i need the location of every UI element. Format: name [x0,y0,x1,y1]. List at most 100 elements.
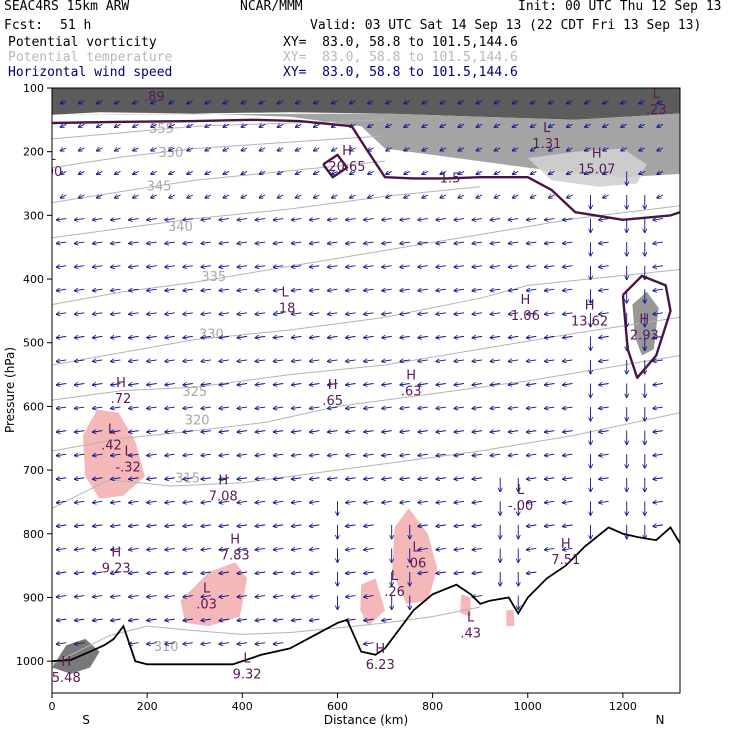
wind-arrow-261 [237,643,248,645]
wind-arrow-485 [418,454,428,456]
wind-arrow-431 [382,242,392,244]
wind-arrow-176 [183,336,193,338]
wind-arrow-80 [111,313,121,315]
wind-arrow-312 [295,148,302,151]
extremum-value-3: .23 [646,103,667,118]
wind-arrow-279 [255,501,266,503]
wind-arrow-422 [364,596,374,598]
wind-arrow-216 [223,148,230,151]
wind-arrow-332 [291,619,302,621]
wind-arrow-290 [277,195,284,198]
wind-arrow-331 [291,596,302,598]
wind-arrow-141 [147,643,157,645]
wind-arrow-717 [639,148,645,151]
wind-arrow-626 [544,266,555,268]
wind-arrow-106 [129,383,139,385]
wind-arrow-484 [418,431,428,433]
wind-arrow-18 [56,525,67,527]
wind-arrow-658 [562,548,573,550]
extremum-h-marker-8: H [639,312,649,327]
wind-arrow-45 [74,596,85,598]
wind-arrow-325 [291,454,302,456]
pv-shade-region-0 [52,88,680,120]
wind-arrow-496 [436,219,446,221]
wind-arrow-736 [657,148,664,151]
wind-arrow-75 [115,195,121,198]
wind-arrow-5 [56,219,67,221]
wind-arrow-275 [255,407,266,409]
wind-arrow-545 [472,383,483,385]
wind-arrow-208 [201,525,211,527]
wind-arrow-645 [562,242,573,244]
wind-arrow-296 [273,336,284,338]
wind-arrow-173 [183,266,193,268]
wind-arrow-292 [273,242,284,244]
wind-arrow-159 [165,501,175,503]
wind-arrow-559 [494,195,501,198]
wind-arrow-170 [187,195,194,198]
wind-arrow-91 [111,572,121,574]
wind-arrow-656 [562,501,573,503]
extremum-h-marker-9: H [116,376,126,391]
wind-arrow-372 [327,478,338,480]
wind-arrow-3 [60,171,67,174]
wind-arrow-52 [96,195,103,198]
wind-arrow-739 [653,219,663,221]
pv-contour-1 [322,153,349,179]
wind-arrow-187 [183,596,193,598]
wind-arrow-423 [364,619,374,621]
wind-arrow-691 [599,407,609,409]
wind-arrow-497 [436,242,446,244]
wind-arrow-441 [382,478,392,480]
wind-arrow-77 [111,242,121,244]
extremum-value-10: .65 [322,394,343,409]
extremum-value-2: 1.31 [532,137,561,152]
y-tick-label-600: 600 [23,400,44,413]
wind-arrow-611 [526,407,537,409]
wind-arrow-237 [219,643,230,645]
extremum-l-marker-20: L [391,569,399,584]
wind-arrow-604 [526,242,537,244]
wind-arrow-491 [440,101,447,104]
wind-arrow-615 [526,501,537,503]
wind-arrow-55 [92,266,103,268]
wind-arrow-253 [237,454,248,456]
wind-arrow-529 [454,501,465,503]
wind-arrow-500 [436,313,446,315]
extremum-h-marker-23: H [375,642,385,657]
wind-arrow-602 [530,195,537,198]
wind-arrow-188 [183,619,193,621]
wind-arrow-614 [526,478,537,480]
wind-arrow-101 [129,266,139,268]
wind-arrow-0 [60,101,67,104]
wind-arrow-512 [458,101,465,104]
wind-arrow-536 [476,171,483,174]
extremum-value-22: .43 [460,626,481,641]
extremum-value-5: .18 [275,302,296,317]
extremum-value-21: .03 [196,598,217,613]
wind-arrow-57 [92,313,103,315]
wind-arrow-120 [151,148,157,151]
pv-contour-2 [621,274,672,379]
model-title: SEAC4RS 15km ARW [4,0,130,14]
extremum-value-8: 2.93 [630,328,659,343]
wind-arrow-437 [382,383,392,385]
valid-time: Valid: 03 UTC Sat 14 Sep 13 (22 CDT Fri … [310,18,702,33]
extremum-value-13: -.32 [115,461,140,476]
isentrope-315 [52,412,680,509]
wind-arrow-344 [309,360,320,362]
wind-arrow-742 [653,289,663,291]
forecast-label: Fcst: [4,18,44,33]
wind-arrow-145 [169,171,175,174]
wind-arrow-178 [183,383,193,385]
wind-arrow-14 [56,431,67,433]
wind-arrow-439 [382,431,392,433]
wind-arrow-392 [346,431,356,433]
field-name-pv: Potential vorticity [8,35,157,50]
wind-arrow-281 [255,548,266,550]
wind-arrow-591 [508,454,519,456]
wind-arrow-452 [404,195,410,198]
wind-arrow-567 [490,383,501,385]
wind-arrow-356 [331,101,338,104]
wind-arrow-364 [327,289,338,291]
